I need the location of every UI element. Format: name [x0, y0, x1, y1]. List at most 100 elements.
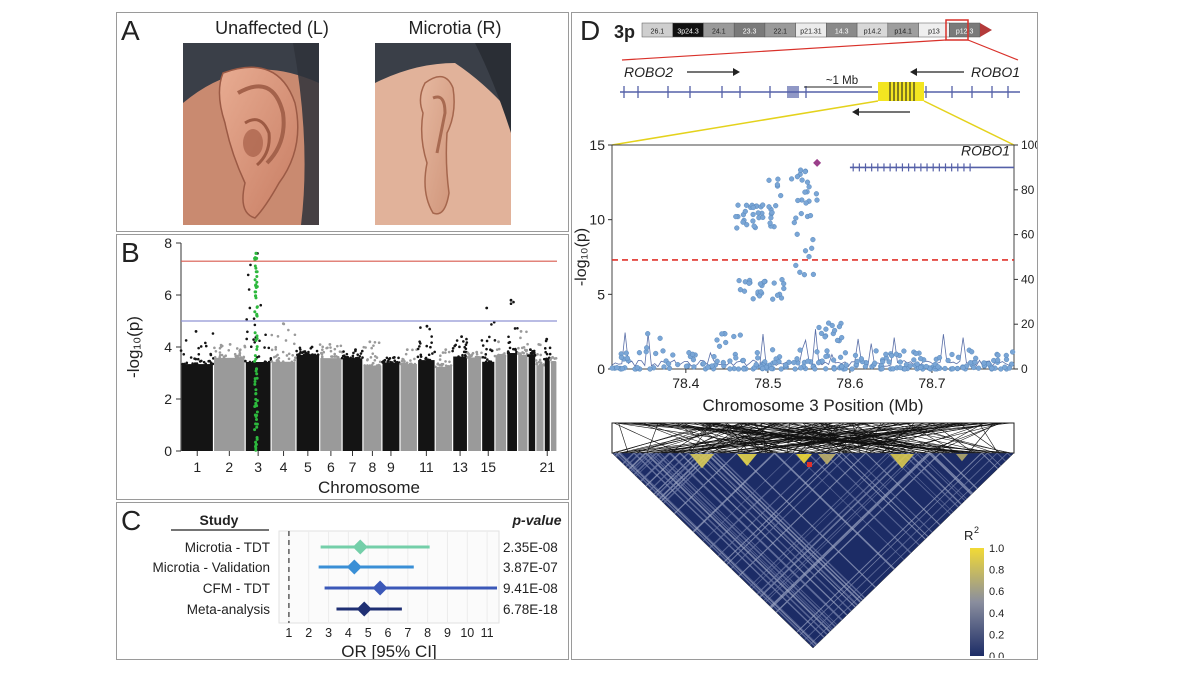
ld-stripe — [620, 452, 818, 645]
snp-point — [531, 350, 535, 354]
snp-point — [553, 357, 557, 360]
snp-point — [457, 355, 460, 358]
highlight-snp — [255, 313, 259, 317]
x-tick-label: 6 — [385, 626, 392, 640]
ld-stripe — [919, 452, 967, 500]
snp-point — [284, 339, 288, 342]
snp-point — [843, 362, 849, 368]
ld-stripe — [841, 452, 929, 537]
snp-connector — [618, 422, 629, 454]
ld-stripe — [939, 452, 978, 490]
snp-point — [438, 358, 442, 361]
snp-point — [514, 347, 517, 351]
p-value-header: p-value — [511, 512, 561, 528]
chrom-20-body — [536, 365, 544, 451]
snp-point — [496, 354, 499, 358]
snp-point — [742, 208, 748, 215]
snp-point — [532, 354, 535, 358]
snp-point — [548, 346, 552, 350]
snp-point — [793, 215, 799, 221]
snp-point — [404, 352, 408, 356]
snp-point — [634, 365, 640, 371]
band-label: 3p24.3 — [677, 29, 699, 36]
snp-point — [263, 346, 266, 349]
highlight-snp — [255, 435, 259, 439]
snp-point — [360, 349, 364, 353]
snp-point — [233, 352, 237, 356]
snp-point — [485, 339, 489, 343]
snp-point — [400, 359, 404, 363]
snp-point — [829, 322, 835, 329]
top-snp — [254, 251, 258, 255]
highlight-snp — [254, 338, 258, 342]
snp-point — [480, 351, 483, 355]
ld-block — [690, 454, 714, 469]
chrom-11-peak — [425, 324, 429, 328]
snp-point — [665, 361, 672, 367]
snp-point — [366, 358, 369, 362]
band-label: p14.1 — [894, 29, 912, 36]
x-tick-label: 3 — [254, 459, 262, 475]
ld-stripe — [669, 452, 843, 621]
ld-stripe — [765, 452, 920, 603]
gene-left-label: ROBO2 — [624, 64, 673, 80]
snp-connector — [703, 422, 791, 454]
chrom-2-peak — [228, 343, 232, 346]
x-tick-label: 10 — [460, 626, 474, 640]
snp-point — [218, 351, 222, 354]
snp-point — [720, 359, 726, 366]
snp-point — [484, 360, 488, 364]
snp-point — [336, 355, 340, 359]
snp-point — [197, 346, 200, 350]
snp-point — [793, 262, 799, 269]
chrom-15-peak — [485, 306, 489, 310]
study-label: CFM - TDT — [203, 581, 270, 596]
snp-point — [758, 289, 764, 295]
snp-point — [428, 327, 431, 331]
snp-point — [802, 248, 809, 254]
snp-point — [238, 351, 242, 355]
chrom-13-peak — [460, 335, 463, 338]
snp-point — [281, 350, 285, 354]
chrom-3-body — [245, 361, 271, 451]
snp-point — [538, 358, 542, 362]
span-label: ~1 Mb — [826, 75, 858, 87]
highlight-snp — [255, 410, 259, 414]
snp-connector — [706, 422, 874, 454]
snp-point — [208, 359, 211, 363]
snp-point — [351, 354, 355, 358]
y-axis-label: -log₁₀(p) — [573, 228, 590, 286]
snp-point — [449, 365, 452, 369]
snp-point — [507, 335, 510, 339]
highlight-snp — [255, 280, 259, 284]
snp-point — [179, 349, 183, 352]
snp-point — [434, 365, 437, 369]
chrom-14-peak — [475, 350, 479, 354]
x-tick-label: 78.5 — [754, 375, 781, 391]
ld-stripe — [769, 452, 930, 608]
ld-stripe — [836, 452, 926, 540]
snp-connector — [730, 422, 963, 454]
snp-point — [945, 357, 951, 364]
ld-stripe — [710, 452, 863, 601]
x-tick-label: 2 — [225, 459, 233, 475]
snp-point — [211, 332, 215, 335]
snp-point — [343, 357, 346, 360]
highlight-snp — [255, 275, 259, 279]
ld-stripe — [726, 452, 843, 565]
unaffected-ear-photo — [183, 43, 319, 225]
snp-point — [248, 306, 252, 310]
band-label: 26.1 — [651, 29, 665, 36]
snp-point — [741, 366, 747, 372]
snp-point — [276, 353, 279, 357]
snp-point — [371, 352, 375, 355]
snp-point — [794, 231, 800, 237]
snp-point — [789, 176, 795, 182]
arrow-head-icon — [910, 68, 917, 76]
snp-point — [757, 281, 764, 287]
r2-color-scale — [970, 548, 984, 656]
snp-point — [466, 356, 469, 359]
snp-point — [358, 355, 362, 358]
unaffected-ear-title: Unaffected (L) — [215, 18, 329, 38]
snp-point — [623, 350, 629, 356]
